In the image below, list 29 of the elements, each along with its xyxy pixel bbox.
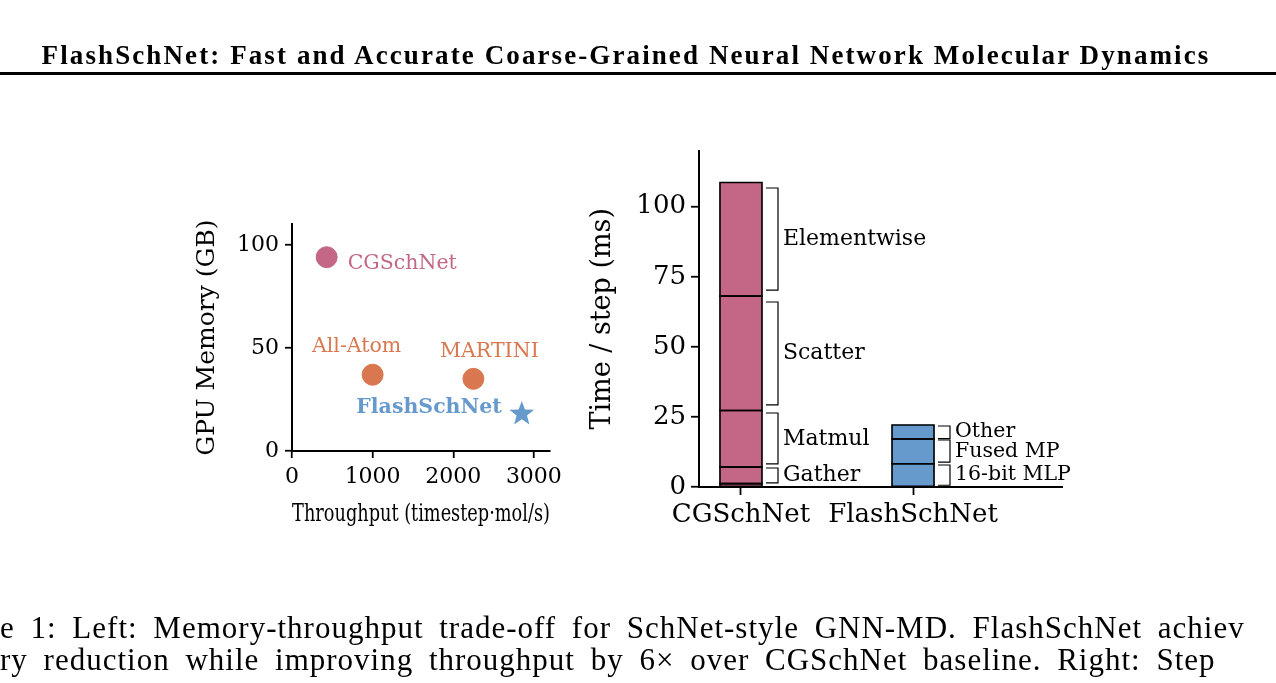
series-label: CGSchNet xyxy=(347,249,458,274)
y-tick-label: 50 xyxy=(251,333,279,359)
y-tick-label: 50 xyxy=(652,329,686,360)
x-tick-label: 3000 xyxy=(505,462,562,488)
point xyxy=(462,367,485,390)
point xyxy=(315,246,338,269)
series-label: Scatter xyxy=(782,339,866,364)
x-tick-label: 1000 xyxy=(344,462,401,488)
series-label: 16-bit MLP xyxy=(955,461,1072,486)
series-label: FlashSchNet xyxy=(356,394,503,419)
x-tick-label: 0 xyxy=(285,462,299,488)
series-label: All-Atom xyxy=(310,333,402,358)
point xyxy=(361,363,384,386)
y-tick-label: 100 xyxy=(636,189,686,220)
y-axis-title: Time / step (ms) xyxy=(585,208,617,430)
point xyxy=(509,400,535,425)
series-label: MARTINI xyxy=(440,338,539,363)
series-label: Gather xyxy=(782,461,861,487)
series-label: Elementwise xyxy=(782,225,927,251)
text: FlashSchNet: Fast and Accurate Coarse-Grained Neural Network Molecular Dynamics xyxy=(40,40,1212,70)
y-tick-label: 25 xyxy=(652,399,686,430)
y-tick-label: 75 xyxy=(652,259,686,290)
x-tick-label: 2000 xyxy=(425,462,482,488)
x-axis-title: Throughput (timestep·mol/s) xyxy=(292,497,550,527)
series-label: Matmul xyxy=(782,424,870,450)
y-axis-title: GPU Memory (GB) xyxy=(190,219,220,456)
y-tick-label: 0 xyxy=(265,436,279,462)
text: e 1: Left: Memory-throughput trade-off for SchNet-style GNN-MD. FlashSchNet achiev xyxy=(0,610,1245,645)
y-tick-label: 100 xyxy=(237,230,279,256)
